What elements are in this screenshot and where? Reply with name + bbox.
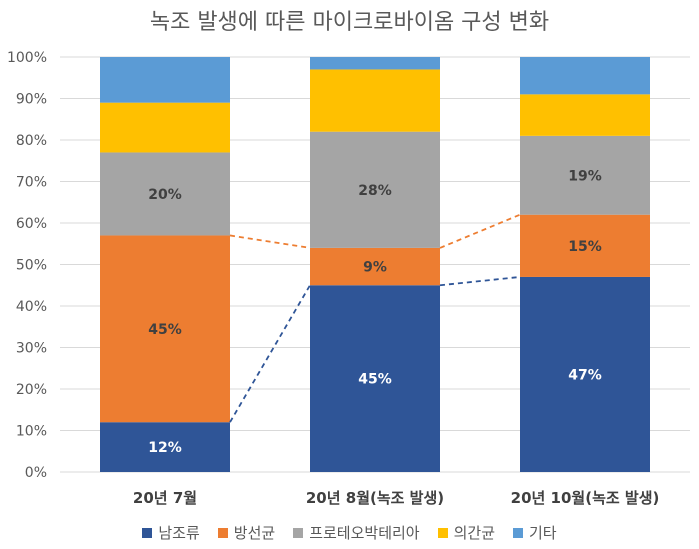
x-tick-label: 20년 10월(녹조 발생): [511, 489, 660, 507]
x-tick-label: 20년 8월(녹조 발생): [306, 489, 444, 507]
data-label: 45%: [148, 322, 182, 338]
legend-swatch: [437, 527, 448, 538]
legend-swatch: [513, 527, 523, 538]
connector-line: [439, 276, 521, 287]
y-tick-label: 80%: [16, 133, 47, 149]
y-tick-label: 50%: [16, 258, 47, 274]
y-tick-label: 70%: [16, 175, 47, 191]
y-tick-label: 20%: [16, 382, 47, 398]
bar-segment: [520, 57, 650, 95]
legend-swatch: [293, 527, 304, 538]
bar-segment: [310, 69, 440, 132]
bar-segment: [520, 276, 650, 472]
data-label: 45%: [358, 372, 392, 388]
bar-segment: [100, 152, 230, 236]
legend-entry: 프로테오박테리아: [293, 522, 420, 543]
bar-segment: [310, 285, 440, 472]
chart-title: 녹조 발생에 따른 마이크로바이옴 구성 변화: [149, 10, 550, 35]
bar-segment: [310, 247, 440, 286]
y-tick-label: 40%: [16, 299, 47, 315]
bar-segment: [520, 214, 650, 277]
legend-label: 프로테오박테리아: [309, 524, 420, 542]
y-tick-label: 60%: [16, 216, 47, 232]
legend-entry: 기타: [513, 522, 557, 543]
y-tick-label: 100%: [7, 50, 47, 66]
legend-swatch: [142, 527, 153, 538]
data-label: 47%: [568, 367, 602, 383]
legend-label: 의간균: [453, 524, 495, 542]
legend-label: 남조류: [158, 524, 200, 542]
bar-segment: [520, 135, 650, 215]
x-tick-label: 20년 7월: [133, 489, 197, 507]
data-label: 15%: [568, 239, 602, 255]
data-label: 12%: [148, 440, 182, 456]
bar-segment: [520, 94, 650, 136]
data-label: 9%: [363, 260, 387, 276]
connector-line: [439, 213, 521, 249]
y-tick-label: 10%: [16, 424, 47, 440]
data-label: 20%: [148, 187, 182, 203]
legend: 남조류 방선균 프로테오박테리아 의간균 기타: [0, 522, 699, 543]
bar-segment: [310, 57, 440, 70]
bar-segment: [100, 422, 230, 472]
bar-segment: [100, 57, 230, 103]
data-label: 28%: [358, 183, 392, 199]
bar-segment: [100, 102, 230, 153]
y-tick-label: 90%: [16, 92, 47, 108]
y-tick-label: 30%: [16, 341, 47, 357]
data-label: 19%: [568, 168, 602, 184]
legend-label: 기타: [529, 524, 557, 542]
y-tick-label: 0%: [25, 465, 47, 481]
bar-segment: [310, 131, 440, 248]
legend-entry: 남조류: [142, 522, 200, 543]
legend-entry: 방선균: [217, 522, 276, 543]
connector-line: [229, 234, 311, 249]
legend-swatch: [217, 527, 228, 538]
bar-segment: [100, 235, 230, 423]
legend-entry: 의간균: [437, 522, 495, 543]
legend-label: 방선균: [233, 524, 276, 542]
